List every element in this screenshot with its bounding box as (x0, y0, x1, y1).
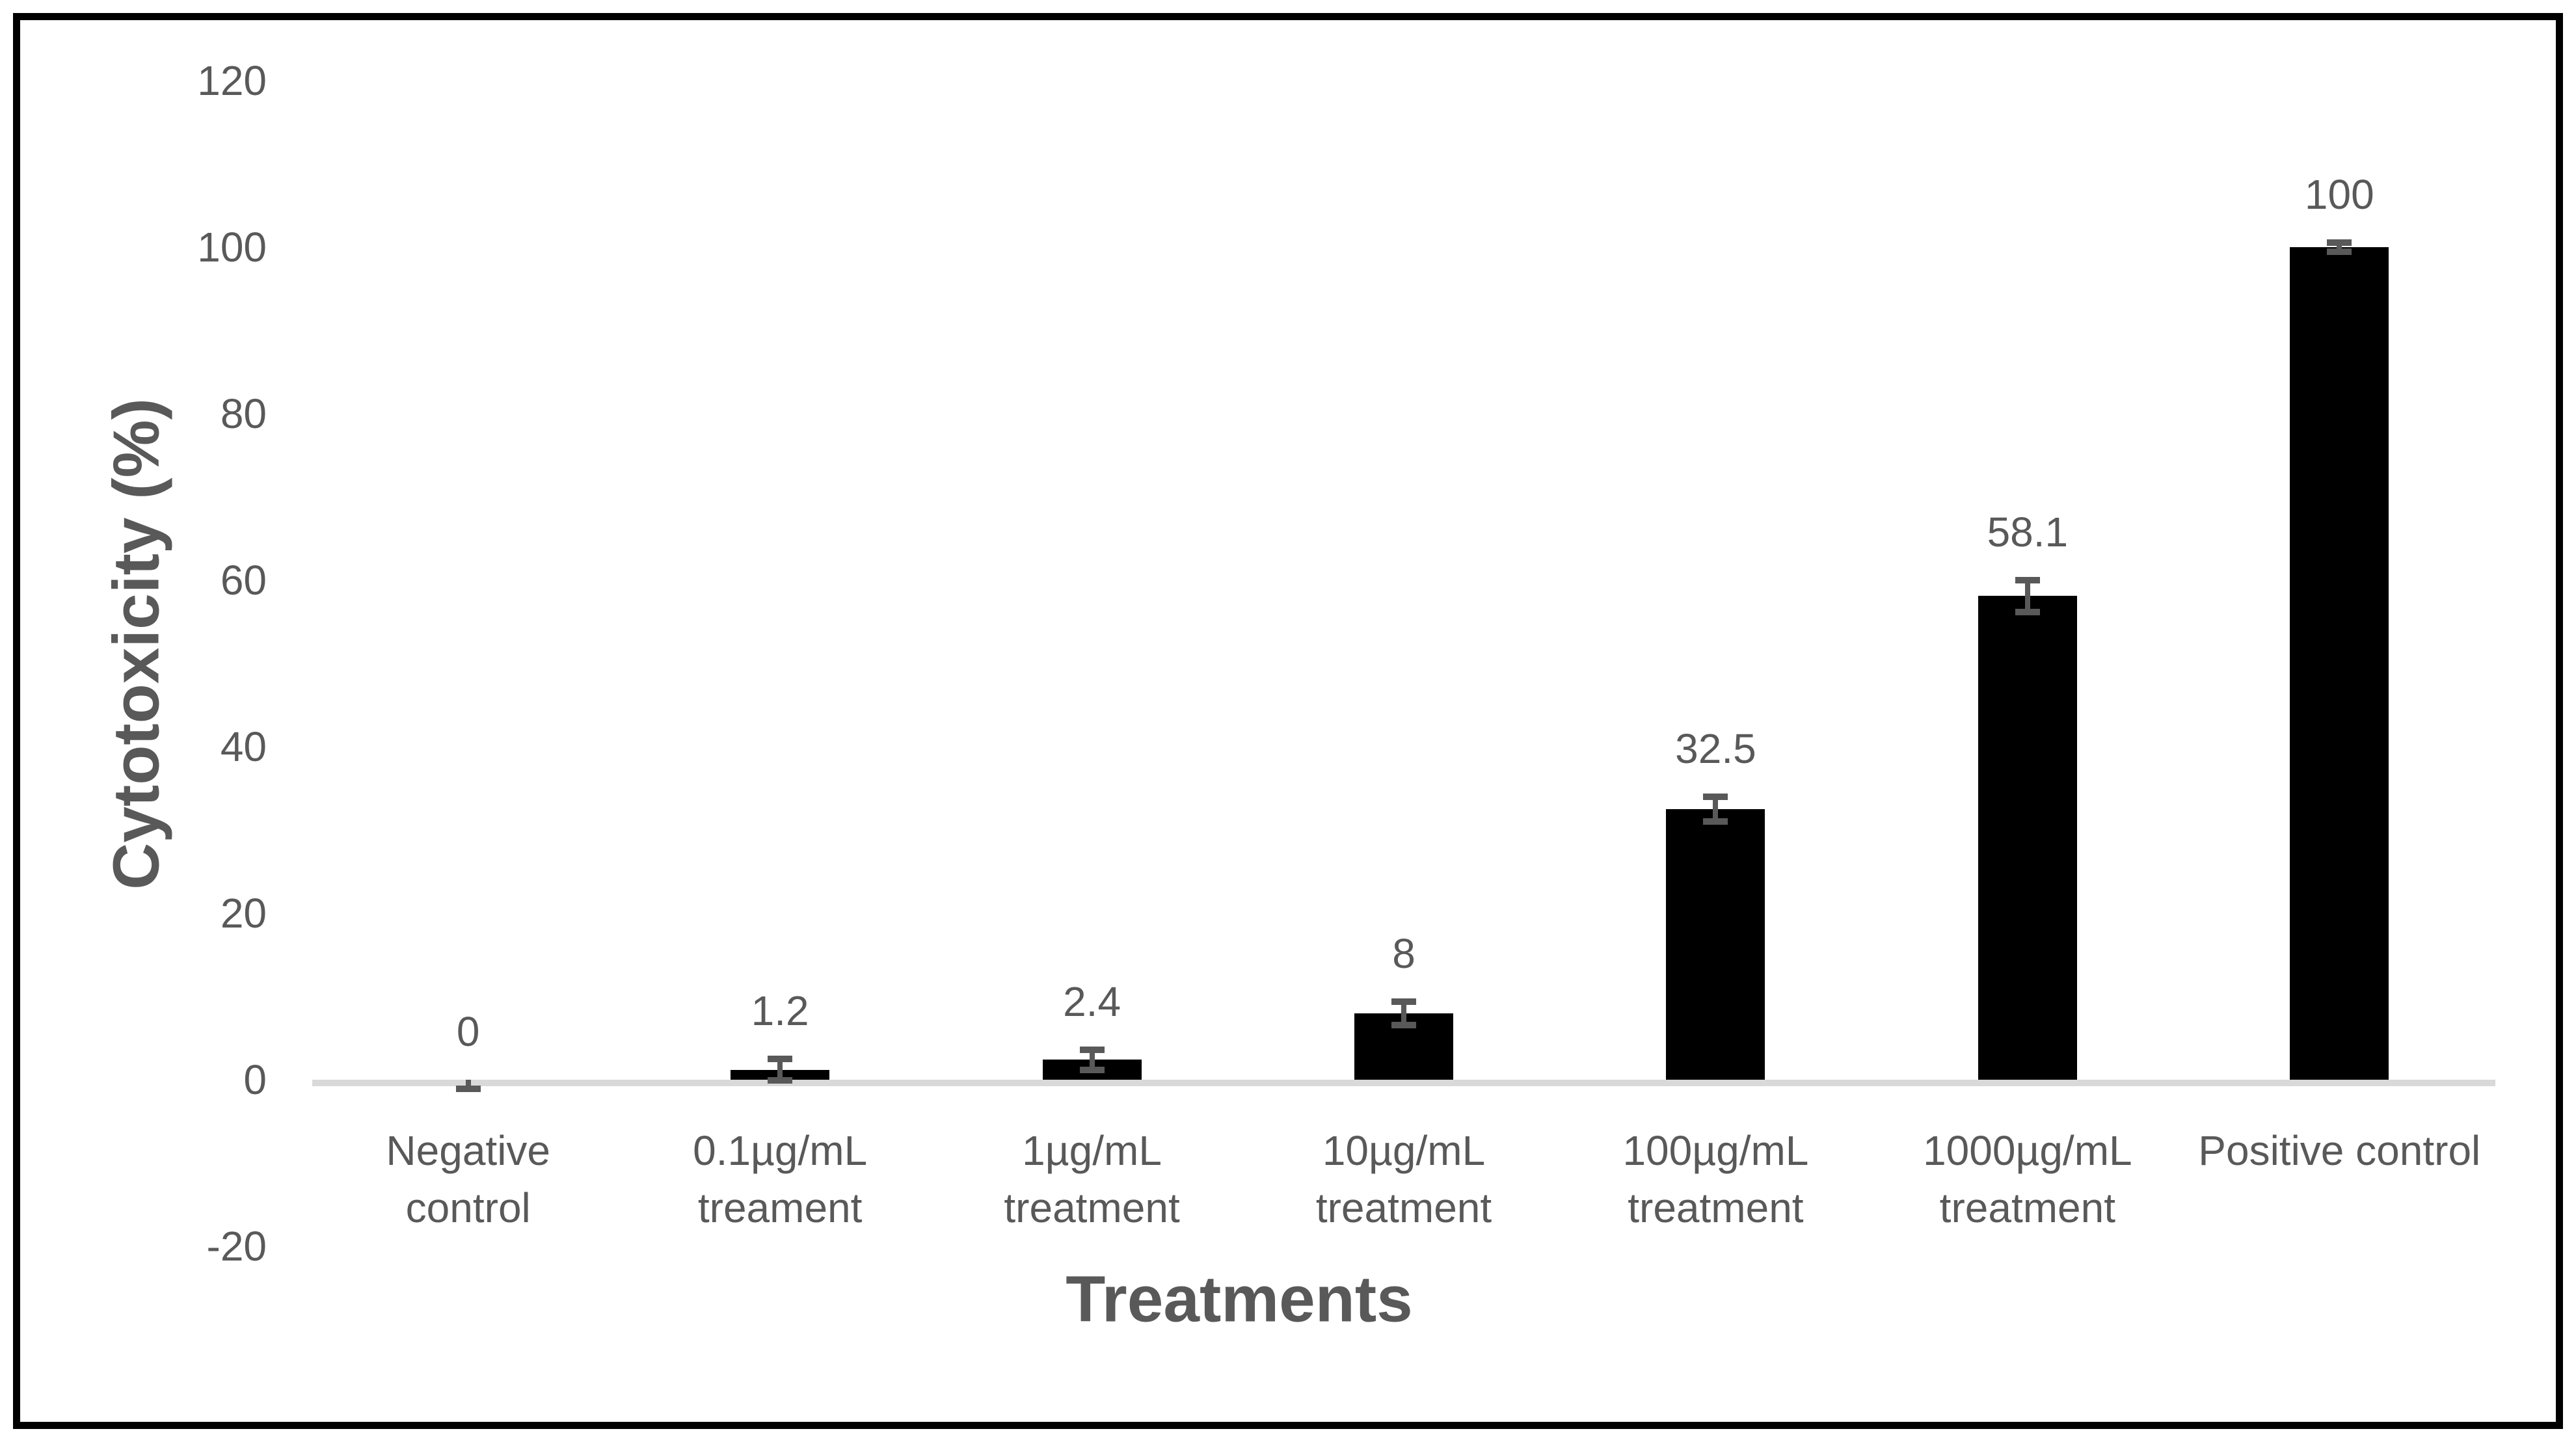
category-label-line: treatment (1315, 1184, 1492, 1231)
error-bar-cap-top (768, 1056, 793, 1062)
y-tick-label: 80 (220, 390, 267, 437)
error-bar-stem (2024, 580, 2030, 612)
error-bar-cap-bottom (2327, 248, 2352, 256)
y-tick-label: 40 (220, 723, 267, 770)
category-label-line: 100µg/mL (1622, 1127, 1809, 1174)
category-label-line: treatment (1628, 1184, 1804, 1231)
category-label: 1000µg/mL treatment (1872, 1122, 2183, 1236)
error-bar-cap-bottom (1079, 1066, 1105, 1073)
error-bar-cap-bottom (2015, 608, 2040, 615)
error-bar-cap-top (2327, 239, 2352, 246)
error-bar-stem (1713, 796, 1719, 822)
error-bar-cap-top (1391, 998, 1416, 1005)
category-label-line: treament (697, 1184, 863, 1231)
error-bar-cap-top (1079, 1046, 1105, 1053)
category-label: 10µg/mL treatment (1248, 1122, 1559, 1236)
y-tick-label: 0 (243, 1056, 267, 1103)
error-bar-cap-bottom (768, 1077, 793, 1084)
error-bar-stem (1401, 1001, 1406, 1025)
bar (2290, 247, 2389, 1080)
error-bar-stem (2337, 242, 2342, 252)
data-label: 100 (2304, 170, 2374, 218)
data-label: 8 (1392, 929, 1415, 977)
data-label: 32.5 (1675, 725, 1756, 772)
category-label-line: Negative (386, 1127, 550, 1174)
category-label: 1µg/mL treatment (936, 1122, 1248, 1236)
category-label-line: treatment (1939, 1184, 2116, 1231)
category-label-line: 10µg/mL (1322, 1127, 1486, 1174)
category-label-line: 0.1µg/mL (693, 1127, 868, 1174)
data-label: 0 (456, 1008, 480, 1055)
category-label-line: Positive control (2198, 1127, 2481, 1174)
category-label: Positive control (2184, 1122, 2495, 1179)
data-label: 58.1 (1987, 509, 2069, 555)
category-label-line: control (405, 1184, 531, 1231)
error-bar-cap-bottom (1703, 818, 1728, 825)
bar (1978, 596, 2077, 1080)
error-bar-cap-bottom (1391, 1021, 1416, 1028)
category-label: 100µg/mL treatment (1560, 1122, 1872, 1236)
y-tick-label: 20 (220, 890, 267, 937)
y-tick-label: 100 (197, 224, 267, 271)
error-bar-stem (465, 1080, 471, 1089)
category-label: Negative control (312, 1122, 624, 1236)
error-bar-cap-top (2015, 577, 2040, 583)
x-axis-line (312, 1080, 2495, 1086)
category-label-line: treatment (1004, 1184, 1180, 1231)
category-label: 0.1µg/mL treament (624, 1122, 935, 1236)
error-bar-cap-top (1703, 793, 1728, 800)
bar (1666, 809, 1765, 1080)
data-label: 2.4 (1063, 978, 1121, 1025)
error-bar-stem (1089, 1049, 1095, 1070)
error-bar-stem (777, 1059, 783, 1081)
category-label-line: 1000µg/mL (1923, 1127, 2132, 1174)
error-bar-cap-bottom (455, 1085, 481, 1092)
y-tick-label: -20 (206, 1223, 267, 1270)
y-tick-label: 120 (197, 57, 267, 104)
x-axis-title: Treatments (1066, 1262, 1413, 1336)
y-axis-title: Cytotoxicity (%) (100, 398, 173, 890)
y-tick-label: 60 (220, 557, 267, 604)
data-label: 1.2 (751, 987, 809, 1034)
category-label-line: 1µg/mL (1022, 1127, 1162, 1174)
